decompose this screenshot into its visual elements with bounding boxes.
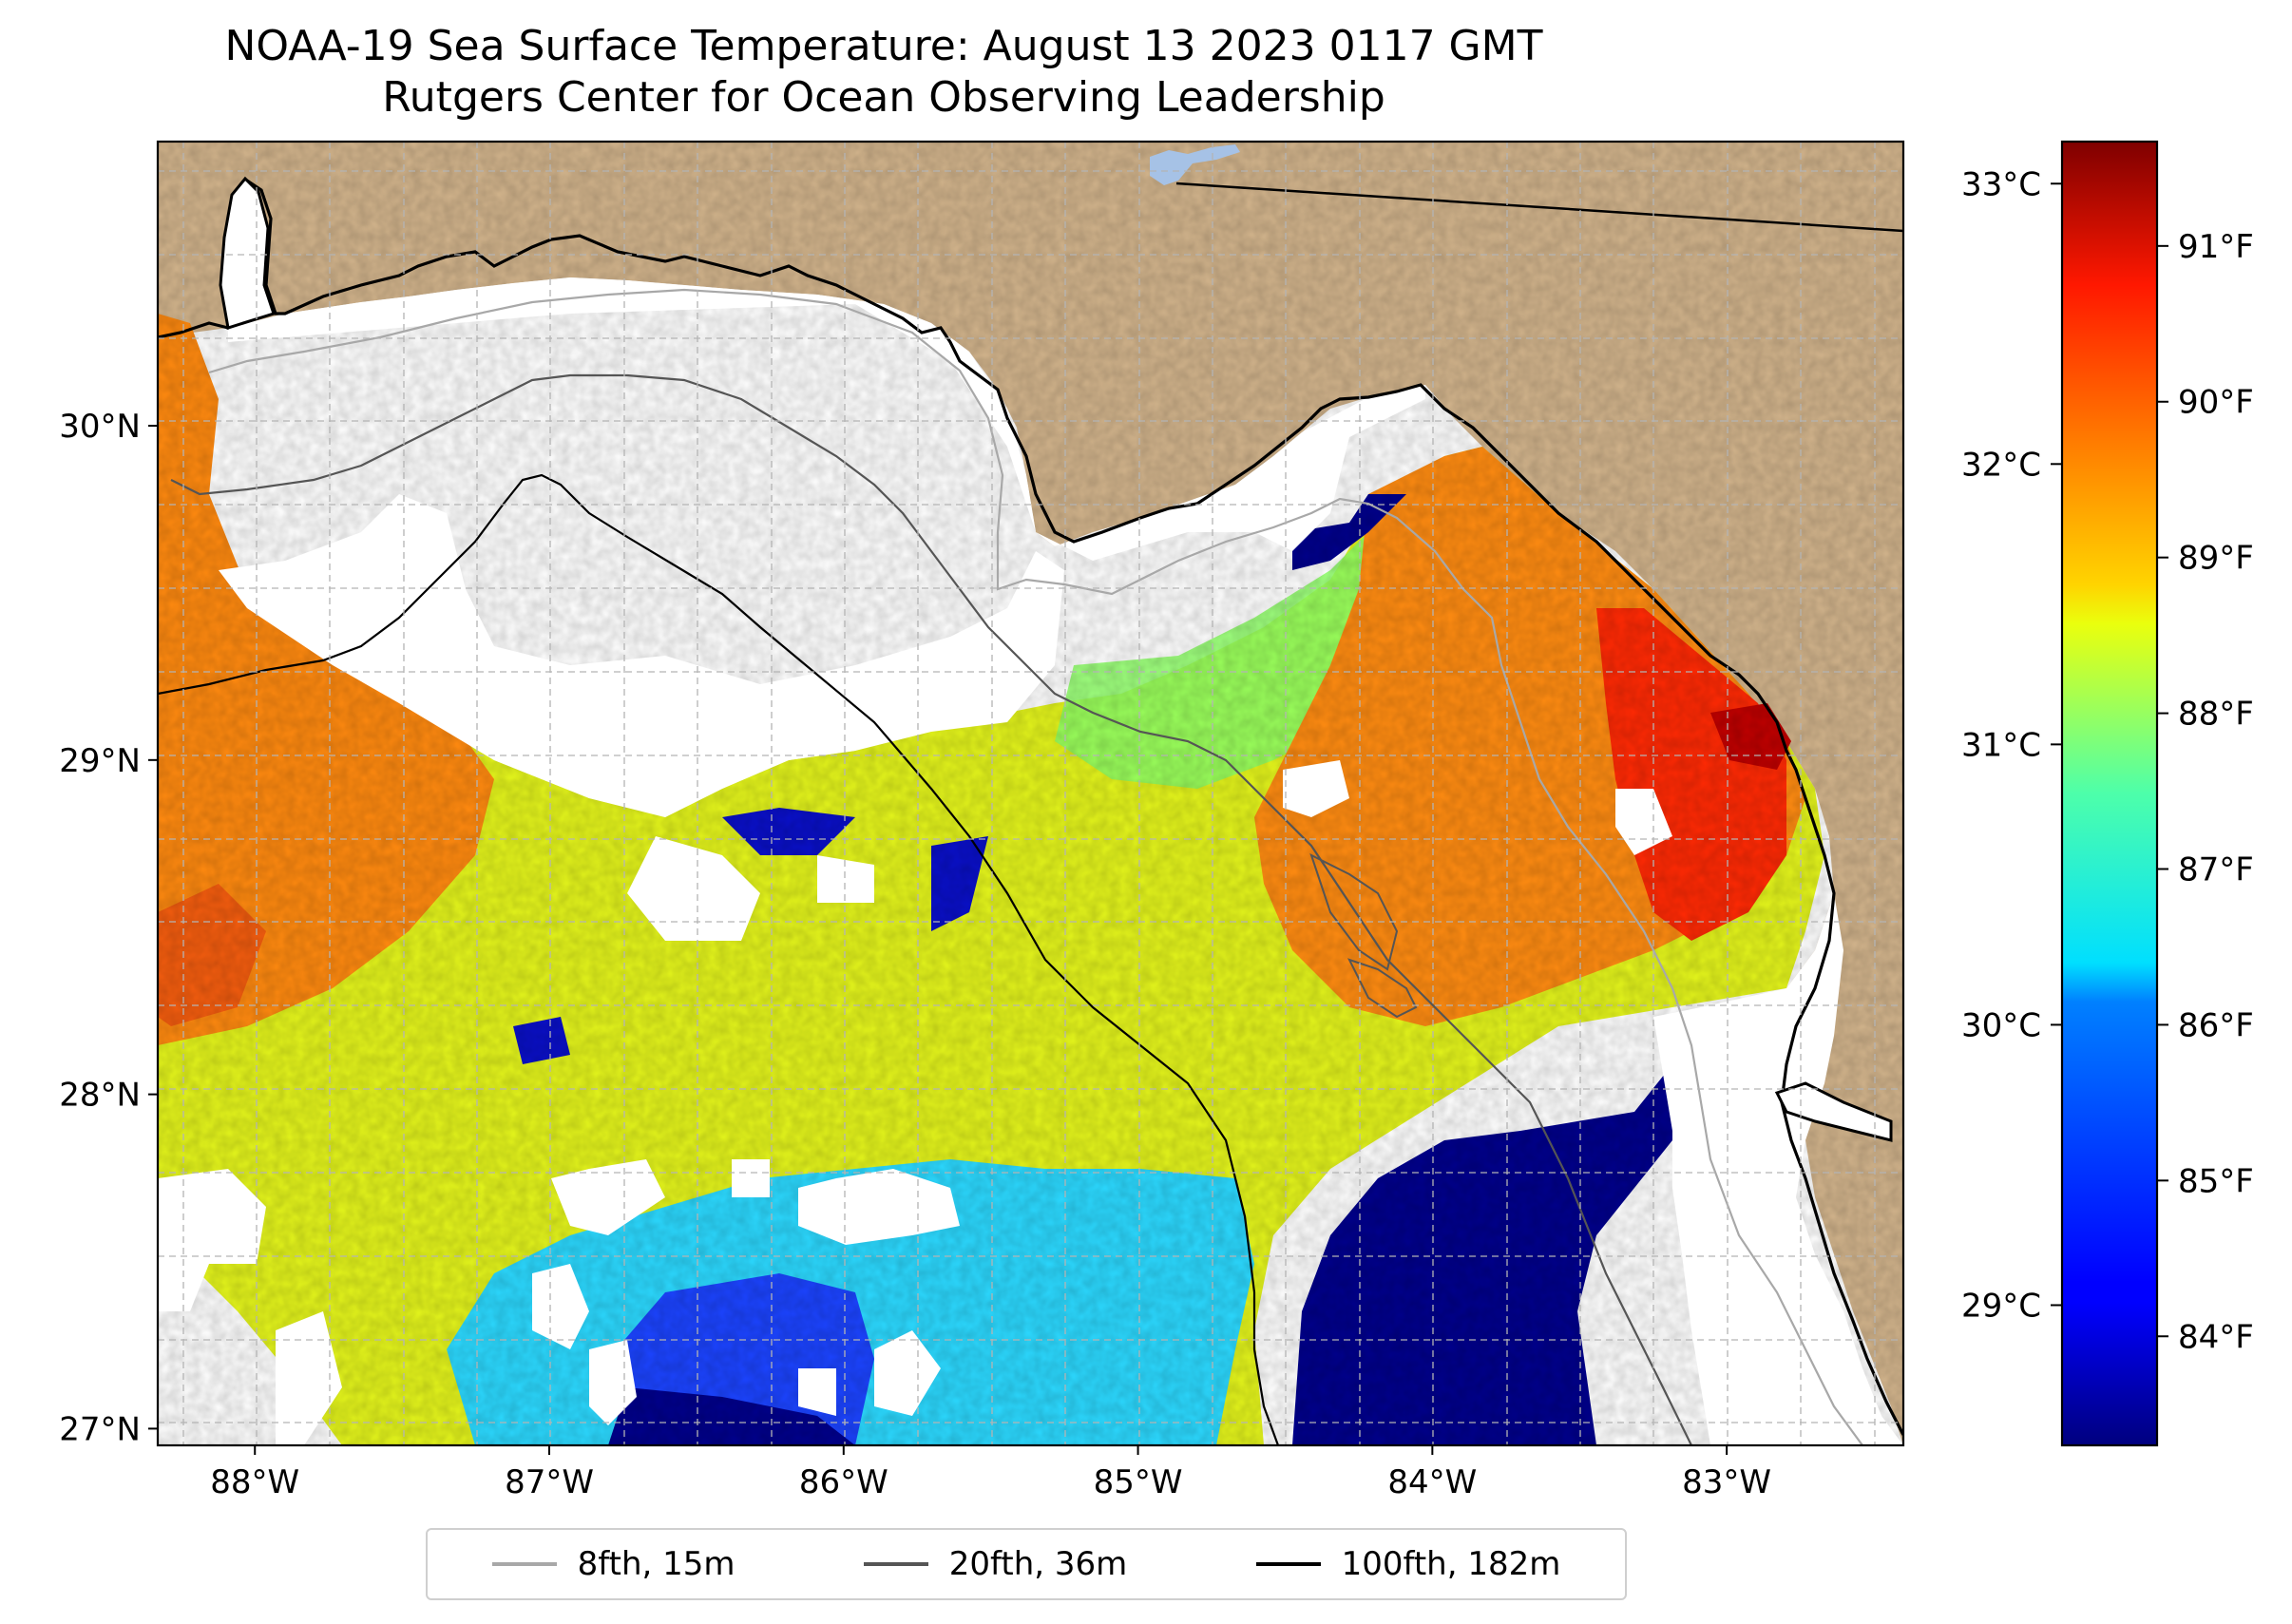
cloud-gap-south-2	[798, 1169, 960, 1245]
celsius-tick-label: 32°C	[1961, 446, 2041, 484]
longitude-axis: 88°W 87°W 86°W 85°W 84°W 83°W	[210, 1445, 1771, 1501]
legend-item-20fth: 20fth, 36m	[863, 1545, 1128, 1583]
legend-swatch-8fth	[491, 1562, 557, 1566]
cloud-gap-south-3	[532, 1264, 637, 1425]
state-border	[1175, 182, 1903, 233]
gridlines	[158, 142, 1903, 1445]
legend-label-100fth: 100fth, 182m	[1341, 1545, 1561, 1583]
isobath-8fth	[208, 288, 1863, 1445]
legend-item-8fth: 8fth, 15m	[491, 1545, 735, 1583]
fahrenheit-tick-label: 88°F	[2178, 696, 2254, 734]
isobath-20fth	[170, 373, 1692, 1445]
coastline-island-east	[1774, 1081, 1893, 1142]
isobath-100fth	[158, 473, 1280, 1445]
lon-tick-label: 83°W	[1682, 1463, 1771, 1501]
cloud-gap-east-1	[1283, 760, 1349, 817]
cloud-gap-north	[228, 277, 1425, 561]
lake-feature	[1150, 144, 1240, 185]
legend-swatch-100fth	[1255, 1562, 1321, 1566]
cloud-gap-east-coast	[1653, 893, 1903, 1445]
coastline	[158, 178, 1903, 1436]
celsius-tick-label: 31°C	[1961, 726, 2041, 764]
colorbar-celsius-axis: 29°C 30°C 31°C 32°C 33°C	[1961, 165, 2062, 1325]
celsius-tick-label: 30°C	[1961, 1006, 2041, 1044]
chart-title: NOAA-19 Sea Surface Temperature: August …	[152, 21, 1615, 124]
sst-texture	[158, 142, 1903, 1445]
legend-label-8fth: 8fth, 15m	[577, 1545, 735, 1583]
celsius-tick-label: 29°C	[1961, 1287, 2041, 1325]
map-frame	[156, 140, 1905, 1447]
isobath-20fth-loops	[1309, 853, 1418, 1019]
lat-tick-label: 28°N	[59, 1077, 141, 1115]
fahrenheit-tick-label: 84°F	[2178, 1318, 2254, 1356]
lat-tick-label: 30°N	[59, 408, 141, 446]
lon-tick-label: 86°W	[799, 1463, 888, 1501]
cloud-gap-south-4	[798, 1330, 941, 1416]
lat-tick-label: 27°N	[59, 1410, 141, 1448]
cloud-gap-south-1	[551, 1159, 770, 1235]
fahrenheit-tick-label: 89°F	[2178, 540, 2254, 578]
fahrenheit-tick-label: 91°F	[2178, 228, 2254, 266]
cloud-gap-central	[219, 494, 1064, 817]
title-line-1: NOAA-19 Sea Surface Temperature: August …	[224, 22, 1543, 70]
lon-tick-label: 87°W	[505, 1463, 594, 1501]
legend-item-100fth: 100fth, 182m	[1255, 1545, 1561, 1583]
legend-label-20fth: 20fth, 36m	[948, 1545, 1128, 1583]
fahrenheit-tick-label: 90°F	[2178, 384, 2254, 422]
fahrenheit-tick-label: 85°F	[2178, 1162, 2254, 1200]
lat-tick-label: 29°N	[59, 742, 141, 780]
title-line-2: Rutgers Center for Ocean Observing Leade…	[382, 73, 1385, 122]
map-area	[158, 142, 1903, 1445]
lon-tick-label: 85°W	[1094, 1463, 1183, 1501]
fahrenheit-tick-label: 86°F	[2178, 1006, 2254, 1044]
lon-tick-label: 84°W	[1387, 1463, 1477, 1501]
colorbar-fahrenheit-axis: 84°F 85°F 86°F 87°F 88°F 89°F 90°F 91°F	[2157, 228, 2254, 1356]
colorbar	[2060, 140, 2159, 1447]
legend-swatch-20fth	[863, 1562, 928, 1566]
coastline-bay-west	[219, 176, 276, 330]
isobath-legend: 8fth, 15m 20fth, 36m 100fth, 182m	[426, 1528, 1627, 1600]
cloud-gap-southwest	[158, 1169, 342, 1445]
latitude-axis: 27°N 28°N 29°N 30°N	[59, 408, 158, 1448]
cloud-gap-w-center	[627, 836, 874, 941]
lon-tick-label: 88°W	[210, 1463, 299, 1501]
celsius-tick-label: 33°C	[1961, 165, 2041, 203]
cloud-gaps	[158, 277, 1903, 1445]
sst-data-field	[158, 142, 1903, 1445]
fahrenheit-tick-label: 87°F	[2178, 851, 2254, 889]
